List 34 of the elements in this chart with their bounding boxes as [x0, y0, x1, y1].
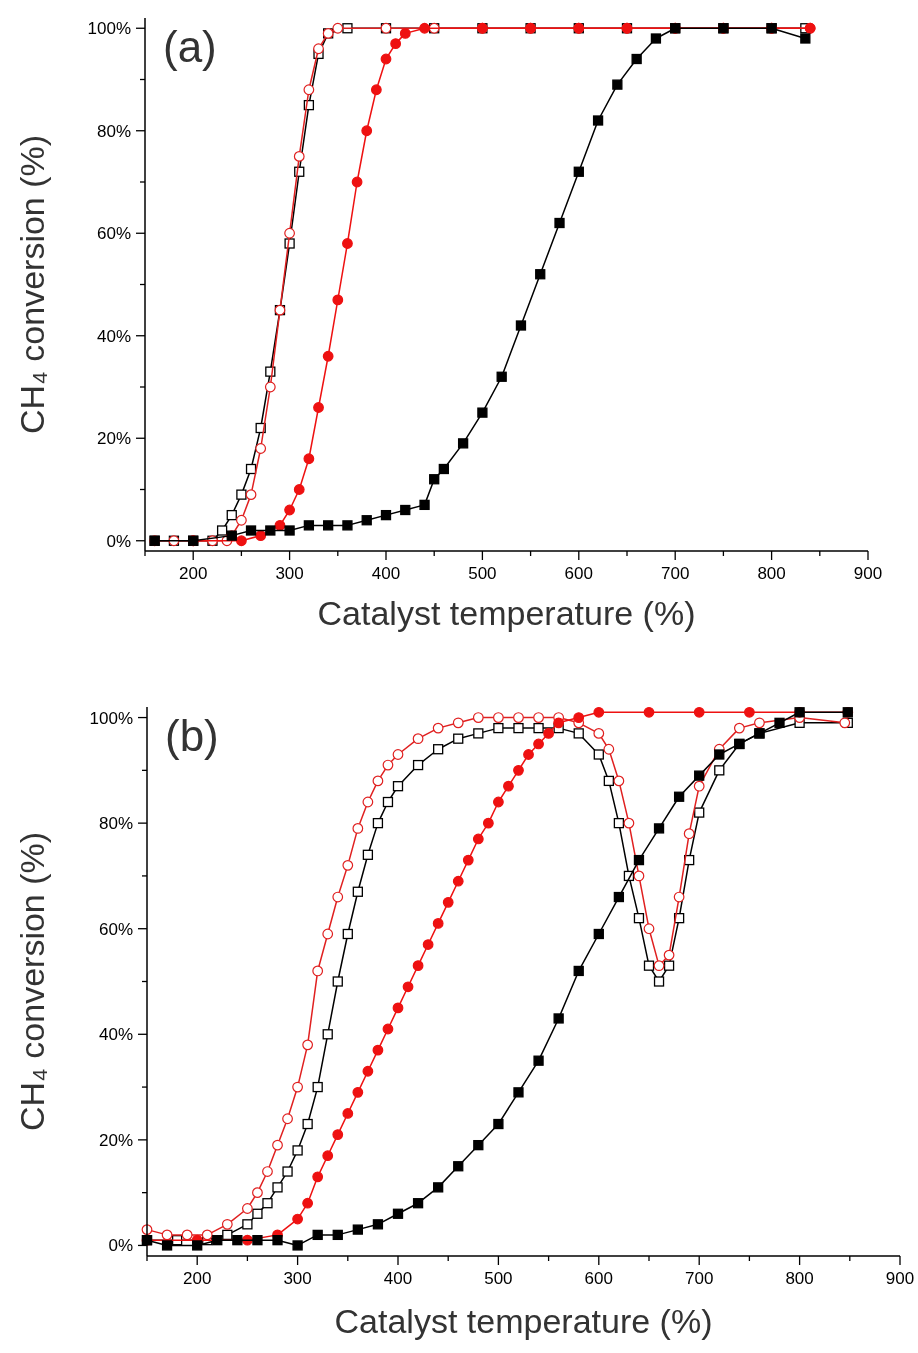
y-tick-label: 20% — [96, 429, 131, 449]
y-tick-label: 0% — [108, 1236, 133, 1256]
y-tick-label: 0% — [106, 531, 131, 551]
y-tick-label: 60% — [98, 919, 133, 939]
x-tick-label: 200 — [179, 564, 208, 583]
x-tick-label: 800 — [785, 1269, 814, 1288]
y-tick-label: 40% — [96, 326, 131, 346]
x-tick-label: 500 — [484, 1269, 513, 1288]
x-tick-label: 500 — [468, 564, 497, 583]
x-tick-label: 600 — [564, 564, 593, 583]
x-tick-label: 600 — [584, 1269, 613, 1288]
x-tick-label: 900 — [885, 1269, 915, 1288]
chart-title: (a) — [163, 22, 217, 71]
x-tick-label: 800 — [757, 564, 786, 583]
x-tick-label: 900 — [853, 564, 883, 583]
y-tick-label: 60% — [96, 224, 131, 244]
chart-title: (b) — [165, 711, 219, 760]
x-tick-label: 700 — [661, 564, 690, 583]
x-tick-label: 200 — [183, 1269, 212, 1288]
x-tick-label: 400 — [371, 564, 401, 583]
y-tick-label: 20% — [98, 1130, 133, 1150]
x-tick-label: 300 — [283, 1269, 312, 1288]
y-axis-title: CH₄ conversion (%) — [13, 134, 51, 435]
x-tick-label: 700 — [685, 1269, 714, 1288]
y-tick-label: 40% — [98, 1025, 133, 1045]
y-tick-label: 80% — [96, 121, 131, 141]
x-tick-label: 300 — [275, 564, 304, 583]
x-axis-title: Catalyst temperature (%) — [334, 1302, 713, 1340]
x-tick-label: 400 — [383, 1269, 413, 1288]
x-axis-title: Catalyst temperature (%) — [317, 594, 696, 632]
y-tick-label: 100% — [87, 19, 131, 39]
y-axis-title: CH₄ conversion (%) — [13, 831, 51, 1132]
y-tick-label: 80% — [98, 814, 133, 834]
y-tick-label: 100% — [89, 708, 133, 728]
